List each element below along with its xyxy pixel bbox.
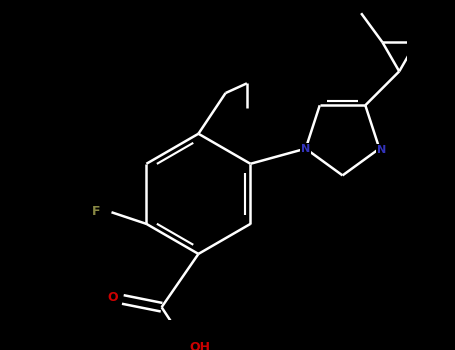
Text: N: N	[301, 144, 310, 154]
Text: O: O	[108, 291, 118, 304]
Text: F: F	[92, 205, 100, 218]
Text: OH: OH	[189, 341, 210, 350]
Text: N: N	[377, 145, 386, 155]
